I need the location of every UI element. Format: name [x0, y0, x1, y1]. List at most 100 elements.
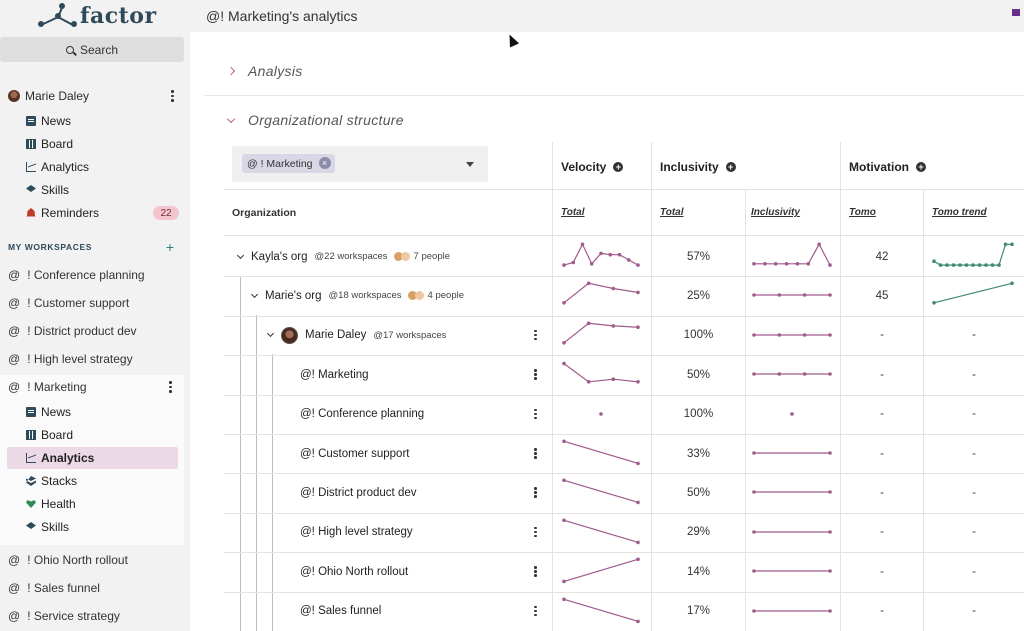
add-workspace-icon[interactable]: + — [165, 239, 174, 255]
sparkline-point — [562, 340, 566, 345]
org-name-cell: @! Sales funnel — [300, 592, 381, 631]
remove-chip-icon[interactable]: × — [318, 157, 331, 169]
velocity-total-header[interactable]: Total — [561, 207, 585, 218]
table-row[interactable]: Marie's org @18 workspaces 4 people 25% 45 — [190, 276, 1024, 315]
inclusivity-total: 17% — [686, 605, 711, 618]
table-row[interactable]: Marie Daley @17 workspaces 100% - - — [190, 315, 1024, 355]
more-options-icon[interactable] — [171, 90, 174, 102]
sparkline-point — [777, 372, 782, 376]
sidebar-item-news[interactable]: News — [26, 111, 71, 131]
more-options-icon[interactable] — [534, 566, 537, 577]
workspace-label: ! Customer support — [27, 296, 130, 310]
at-icon: @ — [8, 352, 21, 366]
table-row[interactable]: @! Marketing 50% - - — [190, 355, 1024, 394]
table-row[interactable]: @! Sales funnel 17% - - — [190, 591, 1024, 631]
tomo-trend-sparkline — [930, 278, 1016, 315]
org-name-cell: Kayla's org @22 workspaces 7 people — [236, 237, 450, 276]
row-divider — [224, 315, 1024, 317]
workspace-ohio-north-rollout[interactable]: @ ! Ohio North rollout — [0, 550, 190, 570]
sparkline-point — [984, 263, 988, 267]
table-row[interactable]: @! Ohio North rollout 14% - - — [190, 552, 1024, 591]
sparkline — [562, 557, 640, 584]
more-options-icon[interactable] — [169, 381, 172, 393]
sidebar-item-board[interactable]: Board — [26, 134, 73, 154]
search-button[interactable]: Search — [0, 37, 184, 62]
add-circle-icon[interactable]: + — [725, 162, 736, 172]
sidebar-item-marketing-skills[interactable]: Skills — [26, 517, 69, 537]
reminders-count-badge: 22 — [153, 206, 179, 220]
inclusivity-trend-header[interactable]: Inclusivity — [751, 207, 800, 218]
analysis-section-toggle[interactable]: Analysis — [226, 63, 303, 79]
inclusivity-sparkline — [750, 397, 834, 434]
velocity-sparkline — [560, 239, 642, 276]
table-row[interactable]: @! District product dev 50% - - — [190, 473, 1024, 512]
workspace-customer-support[interactable]: @ ! Customer support — [0, 293, 190, 313]
chevron-down-icon[interactable] — [466, 162, 474, 167]
sparkline-point — [977, 263, 982, 267]
avatar — [393, 252, 403, 261]
sidebar-item-reminders[interactable]: Reminders — [26, 203, 99, 223]
inclusivity-total-header[interactable]: Total — [660, 207, 684, 218]
workspace-conference-planning[interactable]: @ ! Conference planning — [0, 265, 190, 285]
add-circle-icon[interactable]: + — [916, 162, 926, 172]
workspace-service-strategy[interactable]: @ ! Service strategy — [0, 606, 190, 626]
workspace-filter-select[interactable]: @ ! Marketing × — [232, 146, 488, 182]
sidebar-item-skills[interactable]: Skills — [26, 180, 69, 200]
tomo-header[interactable]: Tomo — [849, 207, 876, 218]
sidebar-item-label: Skills — [41, 183, 70, 197]
sidebar-item-analytics[interactable]: Analytics — [26, 157, 89, 177]
more-options-icon[interactable] — [534, 448, 537, 459]
more-options-icon[interactable] — [534, 329, 537, 341]
sparkline — [752, 372, 832, 376]
inclusivity-total: 33% — [686, 447, 711, 460]
sparkline-point — [806, 262, 811, 266]
table-row[interactable]: @! High level strategy 29% - - — [190, 512, 1024, 552]
at-icon: @ — [8, 324, 21, 338]
sparkline — [562, 321, 640, 345]
tomo-trend-header[interactable]: Tomo trend — [932, 207, 987, 218]
sidebar-item-label: Stacks — [41, 474, 78, 488]
column-divider — [552, 142, 553, 631]
org-structure-section-toggle[interactable]: Organizational structure — [226, 112, 404, 128]
flag-icon[interactable] — [1012, 9, 1020, 16]
workspace-count: @22 workspaces — [314, 251, 388, 262]
more-options-icon[interactable] — [534, 605, 537, 617]
at-icon: @ — [8, 553, 21, 567]
workspace-marketing[interactable]: @ ! Marketing — [0, 377, 190, 397]
table-row[interactable]: @! Conference planning 100% - - — [190, 394, 1024, 434]
more-options-icon[interactable] — [534, 487, 537, 498]
table-row[interactable]: @! Customer support 33% - - — [190, 434, 1024, 473]
factor-logo[interactable]: factor — [0, 0, 190, 32]
workspace-sales-funnel[interactable]: @ ! Sales funnel — [0, 578, 190, 598]
sidebar-item-marketing-health[interactable]: Health — [26, 494, 76, 514]
sidebar-item-marketing-news[interactable]: News — [26, 402, 71, 422]
table-row[interactable]: Kayla's org @22 workspaces 7 people 57% 42 — [190, 237, 1024, 276]
chevron-down-icon[interactable] — [236, 251, 245, 259]
add-circle-icon[interactable]: + — [613, 162, 624, 172]
more-options-icon[interactable] — [534, 526, 537, 538]
sparkline-point — [932, 301, 936, 305]
sparkline-point — [636, 325, 640, 329]
sparkline-point — [562, 439, 566, 444]
chevron-down-icon[interactable] — [250, 290, 259, 298]
tomo-trend-value: - — [972, 408, 976, 421]
workspace-district-product-dev[interactable]: @ ! District product dev — [0, 321, 190, 341]
sparkline-point — [790, 411, 794, 416]
sidebar-item-marketing-board[interactable]: Board — [26, 425, 73, 445]
tomo-value: 45 — [875, 289, 889, 302]
sparkline-point — [795, 262, 800, 266]
sidebar-item-marketing-analytics[interactable]: Analytics — [26, 448, 94, 468]
workspace-high-level-strategy[interactable]: @ ! High level strategy — [0, 349, 190, 369]
more-options-icon[interactable] — [534, 369, 537, 380]
sparkline-point — [636, 380, 640, 384]
sparkline-point — [932, 259, 936, 263]
search-label: Search — [79, 42, 119, 57]
sparkline — [932, 281, 1014, 305]
row-divider — [224, 591, 1024, 593]
sidebar-item-marketing-stacks[interactable]: Stacks — [26, 471, 77, 491]
sparkline — [790, 411, 794, 416]
user-menu[interactable]: Marie Daley — [0, 86, 190, 106]
inclusivity-header-label: Inclusivity — [660, 160, 719, 174]
more-options-icon[interactable] — [534, 408, 537, 420]
chevron-down-icon[interactable] — [266, 330, 275, 338]
